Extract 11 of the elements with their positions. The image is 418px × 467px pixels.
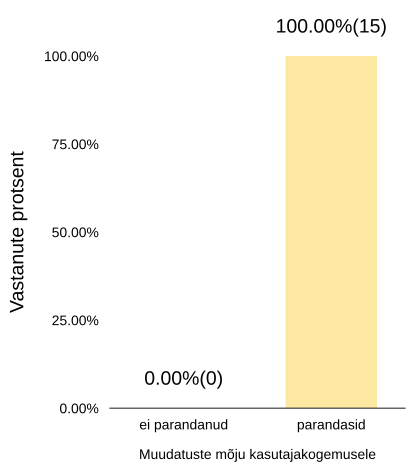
x-tick-label: parandasid bbox=[298, 419, 365, 432]
data-label: 100.00%(15) bbox=[277, 18, 386, 37]
x-tick-label: ei parandanud bbox=[140, 419, 228, 432]
y-tick-label: 50.00% bbox=[52, 227, 98, 238]
y-tick-label: 0.00% bbox=[60, 403, 98, 414]
y-tick-label: 25.00% bbox=[52, 315, 98, 326]
data-label: 0.00%(0) bbox=[145, 370, 222, 389]
y-tick-label: 75.00% bbox=[52, 139, 98, 150]
x-axis-title: Muudatuste mõju kasutajakogemusele bbox=[140, 448, 376, 462]
y-tick-label: 100.00% bbox=[45, 51, 98, 62]
y-axis-title: Vastanute protsent bbox=[10, 151, 28, 313]
